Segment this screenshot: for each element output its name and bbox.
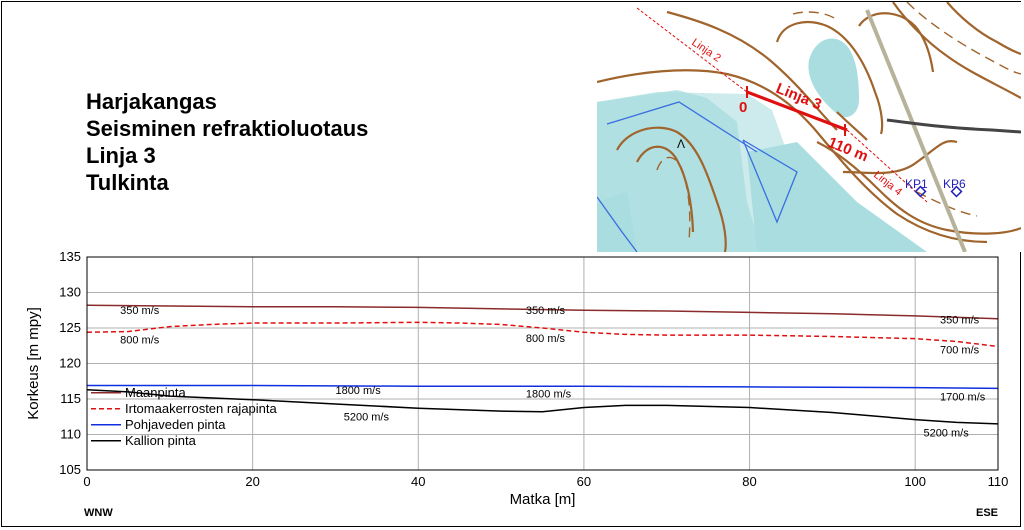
x-tick-label: 40	[411, 474, 425, 489]
legend-label: Kallion pinta	[125, 433, 197, 448]
marker-kp1-icon	[914, 185, 927, 198]
y-tick-label: 110	[60, 427, 81, 442]
direction-right: ESE	[976, 507, 998, 519]
title-line-4: Tulkinta	[86, 170, 169, 195]
line-3-track	[746, 90, 848, 132]
y-tick-label: 125	[59, 320, 81, 335]
lake-north	[808, 38, 859, 118]
y-tick-label: 135	[59, 249, 81, 264]
grid	[86, 256, 999, 471]
map-label-start: 0	[739, 99, 747, 116]
road	[865, 9, 967, 252]
velocity-label: 350 m/s	[940, 315, 980, 327]
boundary-line-3	[597, 196, 638, 252]
velocity-label: 350 m/s	[120, 305, 160, 317]
tick-labels: 0 20 40 60 80 100 110 105 110 115 120 125 130 135	[59, 249, 1008, 489]
x-tick-label: 0	[83, 474, 90, 489]
x-tick-label: 20	[245, 474, 259, 489]
marker-kp6-icon	[950, 185, 963, 198]
velocity-label: 1800 m/s	[335, 385, 381, 397]
x-axis-label: Matka [m]	[510, 491, 576, 508]
map-label-kp1: KP1	[905, 177, 928, 191]
series-line-4	[86, 389, 999, 425]
boundary-line-1	[606, 101, 758, 153]
title-line-2: Seisminen refraktioluotaus	[86, 116, 369, 141]
velocity-label: 1700 m/s	[940, 391, 986, 403]
line-4-track	[846, 129, 928, 203]
contour-lines	[597, 2, 1021, 252]
velocity-label: 800 m/s	[120, 335, 160, 347]
x-tick-label: 80	[742, 474, 756, 489]
x-tick-label: 60	[577, 474, 591, 489]
title-block: Harjakangas Seisminen refraktioluotaus L…	[86, 88, 368, 196]
line-2-track	[636, 7, 748, 93]
plot-border	[86, 256, 999, 471]
y-tick-label: 120	[59, 356, 81, 371]
y-tick-label: 115	[60, 391, 81, 406]
x-tick-label: 100	[904, 474, 926, 489]
series-lines	[86, 304, 999, 425]
x-tick-label: 110	[988, 474, 1009, 489]
series-line-2	[86, 321, 999, 348]
y-tick-label: 130	[59, 285, 81, 300]
velocity-label: 5200 m/s	[923, 428, 969, 440]
y-tick-label: 105	[59, 462, 81, 477]
velocity-label: 350 m/s	[526, 305, 566, 317]
legend-label: Maanpinta	[125, 385, 186, 400]
legend-label: Pohjaveden pinta	[125, 417, 226, 432]
map-label-arrow: Λ	[677, 137, 685, 151]
map-label-kp6: KP6	[943, 177, 966, 191]
title-line-3: Linja 3	[86, 143, 156, 168]
water-east	[597, 192, 637, 252]
velocity-label: 1800 m/s	[526, 389, 572, 401]
series-line-3	[87, 384, 999, 390]
velocity-label: 5200 m/s	[344, 411, 390, 423]
boundary-line-2	[742, 139, 798, 224]
profile-chart: 350 m/s 800 m/s 350 m/s 800 m/s 350 m/s 700 m…	[25, 249, 1008, 519]
legend-label: Irtomaakerrosten rajapinta	[125, 401, 278, 416]
y-axis-label: Korkeus [m mpy]	[25, 307, 42, 420]
location-map: Linja 2 Linja 3 0 110 m Linja 4 Λ KP1 KP…	[597, 2, 1021, 252]
direction-left: WNW	[84, 507, 113, 519]
title-line-1: Harjakangas	[86, 89, 217, 114]
velocity-label: 700 m/s	[940, 345, 980, 357]
road-east	[886, 118, 1021, 134]
velocity-annotations: 350 m/s 800 m/s 350 m/s 800 m/s 350 m/s 700 m…	[120, 305, 986, 440]
velocity-label: 800 m/s	[526, 333, 566, 345]
series-line-1	[86, 304, 999, 320]
